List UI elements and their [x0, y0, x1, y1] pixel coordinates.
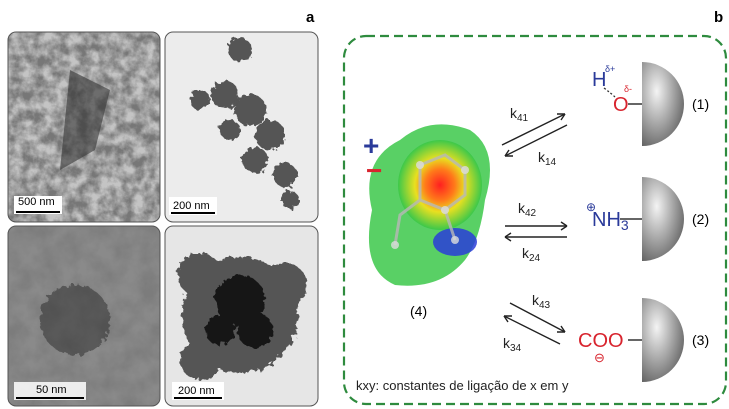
rate-constant: k42 [518, 200, 537, 219]
tem-image-1 [165, 32, 318, 222]
tem-image-2 [8, 226, 160, 406]
equilibrium-arrows [502, 114, 567, 344]
tem-image-3 [165, 226, 318, 406]
scale-bar-label: 50 nm [36, 384, 67, 396]
rate-constant: k41 [510, 105, 529, 124]
rate-constant: k43 [532, 292, 551, 311]
text-part: 3 [621, 217, 629, 233]
scale-bar-label: 200 nm [173, 200, 210, 212]
scale-bar-label: 500 nm [18, 196, 55, 208]
oxygen: O [613, 94, 629, 116]
rate-constant: k14 [538, 149, 557, 168]
partial-charge: δ+ [605, 64, 615, 74]
molecule-label: (4) [410, 303, 427, 319]
panel-label: b [714, 9, 723, 26]
carboxylate: COO [578, 330, 624, 352]
figure: 500 nm 200 nm 50 nm 200 nm a b + − (4) k… [0, 0, 729, 409]
sem-image [8, 32, 160, 222]
panel-label: a [306, 9, 315, 26]
carboxylate-charge: ⊖ [594, 350, 605, 365]
text-part: 14 [545, 157, 557, 168]
legend-text: kxy: constantes de ligação de x em y [356, 378, 569, 393]
text-part: NH [592, 209, 621, 231]
partial-charge: δ- [624, 84, 632, 94]
group-label: (2) [692, 211, 709, 227]
text-part: 24 [529, 253, 541, 264]
scale-bar-label: 200 nm [178, 385, 215, 397]
text-part: 41 [517, 113, 529, 124]
group-label: (1) [692, 96, 709, 112]
text-part: 34 [510, 343, 522, 354]
text-part: 42 [525, 208, 537, 219]
rate-constant: k24 [522, 245, 541, 264]
molecule-potential-map [369, 124, 490, 285]
negative-charge: − [366, 155, 382, 186]
rate-constant: k34 [503, 335, 522, 354]
text-part: 43 [539, 300, 551, 311]
amine: NH3 [592, 209, 629, 233]
group-label: (3) [692, 332, 709, 348]
